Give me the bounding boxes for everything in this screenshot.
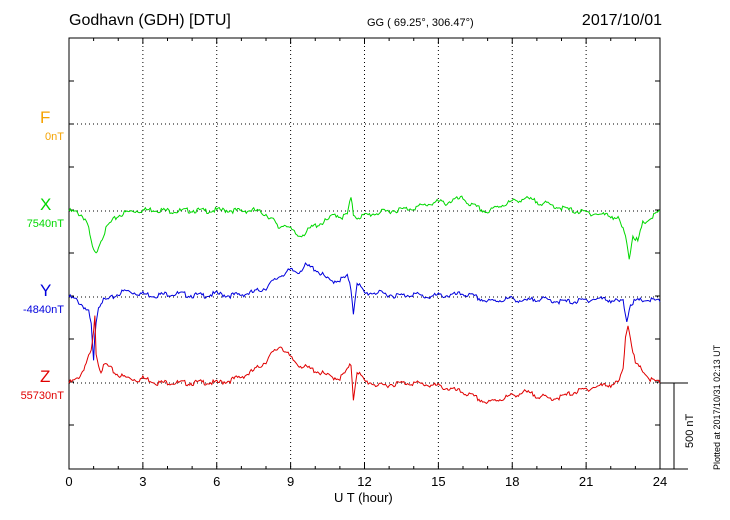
component-baseline-z: 55730nT: [20, 390, 64, 402]
component-name-f: F: [40, 108, 51, 127]
grid-lines: [69, 38, 660, 469]
series-line-z: [68, 315, 661, 405]
series-line-x: [68, 195, 661, 260]
x-tick-label: 6: [213, 474, 220, 489]
x-tick-label: 0: [65, 474, 72, 489]
series-layer: [68, 195, 661, 405]
geographic-coordinates: GG ( 69.25°, 306.47°): [367, 17, 474, 29]
component-baseline-f: 0nT: [45, 131, 64, 143]
x-tick-label: 15: [431, 474, 445, 489]
observation-date: 2017/10/01: [581, 12, 662, 29]
component-name-y: Y: [40, 281, 52, 300]
x-tick-label: 24: [653, 474, 667, 489]
component-name-x: X: [40, 195, 52, 214]
plotted-timestamp: Plotted at 2017/10/31 02:13 UT: [712, 344, 722, 470]
x-tick-label: 12: [357, 474, 371, 489]
x-tick-label: 9: [287, 474, 294, 489]
x-tick-label: 3: [139, 474, 146, 489]
station-title: Godhavn (GDH) [DTU]: [69, 12, 231, 29]
x-tick-label: 21: [579, 474, 593, 489]
series-line-y: [68, 262, 661, 361]
x-tick-label: 18: [505, 474, 519, 489]
scale-bar-label: 500 nT: [684, 413, 696, 448]
component-baseline-x: 7540nT: [26, 218, 64, 230]
component-name-z: Z: [40, 367, 51, 386]
x-axis-label: U T (hour): [334, 490, 393, 505]
axes: 0 3 6 9 12 15 18 21 24: [65, 37, 688, 489]
component-baseline-y: -4840nT: [23, 304, 64, 316]
